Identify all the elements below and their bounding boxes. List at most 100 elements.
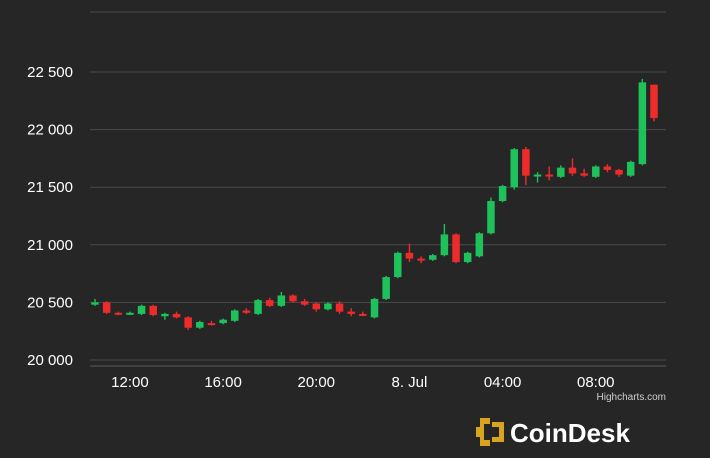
candle[interactable] <box>91 298 99 306</box>
candle-body <box>91 302 99 305</box>
candle-body <box>126 312 134 315</box>
candle-body <box>312 303 321 310</box>
candle[interactable] <box>592 165 600 178</box>
candle[interactable] <box>615 168 623 177</box>
candle-body <box>557 167 565 177</box>
candle[interactable] <box>545 166 553 181</box>
candle[interactable] <box>289 294 297 303</box>
y-tick-label: 20 500 <box>27 294 73 311</box>
candle-body <box>405 252 414 259</box>
logo-tab <box>476 427 480 437</box>
candle[interactable] <box>603 164 612 173</box>
candle-body <box>265 300 274 306</box>
y-tick-label: 22 500 <box>27 64 73 81</box>
candle-body <box>568 167 577 174</box>
candle[interactable] <box>370 297 379 319</box>
x-axis-ticks: 12:00 16:00 20:00 8. Jul 04:00 08:00 <box>111 374 614 391</box>
candle[interactable] <box>463 251 472 264</box>
candle[interactable] <box>347 308 355 317</box>
candle-body <box>149 305 157 316</box>
candle[interactable] <box>522 146 530 185</box>
candle[interactable] <box>184 316 192 331</box>
x-tick-label: 08:00 <box>577 374 615 391</box>
candle-body <box>137 305 146 314</box>
x-tick-label: 20:00 <box>297 374 335 391</box>
candle-body <box>184 317 192 328</box>
candle-body <box>463 252 472 263</box>
logo-bracket-left <box>480 418 490 446</box>
candle[interactable] <box>428 254 437 261</box>
candle[interactable] <box>137 304 146 316</box>
candle-body <box>242 310 251 313</box>
candle-body <box>102 302 111 313</box>
candle[interactable] <box>650 84 658 122</box>
candle[interactable] <box>196 320 204 329</box>
candle[interactable] <box>440 224 449 257</box>
candle[interactable] <box>510 148 519 190</box>
x-tick-label: 12:00 <box>111 374 149 391</box>
candle[interactable] <box>487 197 495 235</box>
candle[interactable] <box>580 168 588 177</box>
candle[interactable] <box>219 318 227 325</box>
logo-bracket-right <box>492 422 504 442</box>
coindesk-logo: CoinDesk <box>476 418 630 448</box>
candle-body <box>219 319 227 324</box>
candle-body <box>638 82 647 165</box>
candle[interactable] <box>242 308 251 314</box>
candle[interactable] <box>452 233 460 264</box>
candle[interactable] <box>335 301 344 314</box>
candle[interactable] <box>312 302 321 312</box>
candle[interactable] <box>265 297 274 308</box>
y-axis-ticks: 20 000 20 500 21 000 21 500 22 000 22 500 <box>27 64 73 369</box>
candle-body <box>347 311 355 314</box>
highcharts-credit[interactable]: Highcharts.com <box>597 392 666 403</box>
candle-body <box>289 295 297 302</box>
candle[interactable] <box>207 320 216 326</box>
candle-body <box>626 161 635 176</box>
candles <box>91 78 658 331</box>
x-tick-label: 8. Jul <box>392 374 428 391</box>
candle-body <box>498 186 507 202</box>
candle-body <box>382 277 390 299</box>
candle[interactable] <box>568 158 577 176</box>
candle[interactable] <box>394 251 402 279</box>
candle[interactable] <box>557 165 565 178</box>
y-tick-label: 20 000 <box>27 352 73 369</box>
candle[interactable] <box>300 298 309 306</box>
candle[interactable] <box>277 292 286 308</box>
candle[interactable] <box>126 311 134 316</box>
candle-body <box>533 174 542 177</box>
candle-body <box>196 321 204 328</box>
candle[interactable] <box>417 256 425 264</box>
candle[interactable] <box>405 243 414 263</box>
candle[interactable] <box>638 78 647 166</box>
candle[interactable] <box>231 309 239 322</box>
candle[interactable] <box>114 311 123 316</box>
candle-body <box>370 298 379 318</box>
y-tick-label: 22 000 <box>27 122 73 139</box>
x-tick-label: 04:00 <box>484 374 522 391</box>
candle-body <box>172 313 181 318</box>
candle-body <box>522 149 530 176</box>
candle[interactable] <box>324 302 332 311</box>
candle-body <box>300 301 309 305</box>
candle[interactable] <box>475 232 484 258</box>
candle[interactable] <box>359 311 367 317</box>
candle[interactable] <box>382 275 390 301</box>
candle[interactable] <box>533 172 542 183</box>
candle[interactable] <box>254 298 262 316</box>
candle-body <box>603 166 612 170</box>
candle-body <box>231 310 239 321</box>
candle[interactable] <box>161 312 169 320</box>
candle[interactable] <box>102 301 111 314</box>
candle[interactable] <box>172 311 181 319</box>
candle[interactable] <box>498 184 507 203</box>
candle[interactable] <box>149 304 157 317</box>
candle-body <box>359 313 367 316</box>
candle-body <box>440 234 449 256</box>
candle[interactable] <box>626 160 635 177</box>
y-tick-label: 21 500 <box>27 179 73 196</box>
candle-body <box>394 252 402 278</box>
